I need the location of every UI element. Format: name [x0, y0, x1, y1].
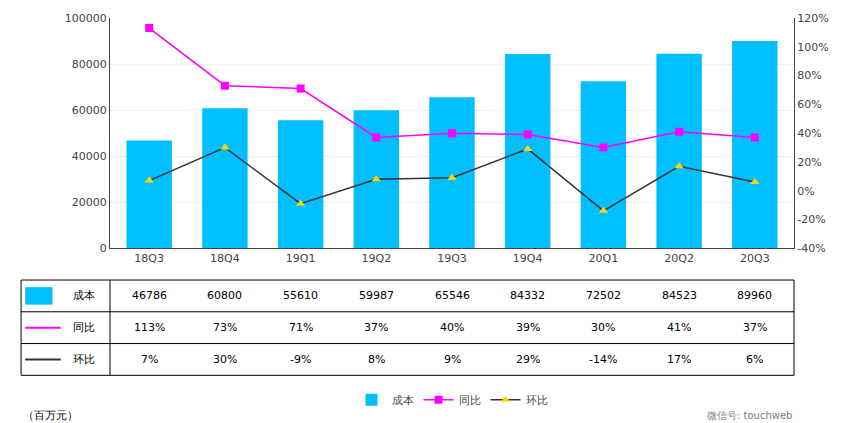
svg-text:72502: 72502 — [586, 289, 621, 302]
svg-text:19Q2: 19Q2 — [361, 252, 391, 265]
svg-text:40%: 40% — [797, 127, 821, 140]
svg-text:46786: 46786 — [132, 289, 167, 302]
svg-text:113%: 113% — [134, 321, 165, 334]
svg-text:39%: 39% — [516, 321, 540, 334]
svg-text:20000: 20000 — [72, 196, 107, 209]
svg-text:65546: 65546 — [435, 289, 470, 302]
svg-text:环比: 环比 — [526, 394, 548, 407]
svg-text:0: 0 — [100, 242, 107, 255]
svg-text:80000: 80000 — [72, 58, 107, 71]
svg-text:30%: 30% — [213, 353, 237, 366]
svg-text:20Q3: 20Q3 — [740, 252, 770, 265]
svg-text:17%: 17% — [667, 353, 691, 366]
svg-text:0%: 0% — [797, 185, 814, 198]
svg-text:成本: 成本 — [73, 289, 95, 302]
svg-text:8%: 8% — [368, 353, 385, 366]
svg-text:-20%: -20% — [797, 213, 825, 226]
svg-text:30%: 30% — [591, 321, 615, 334]
svg-text:成本: 成本 — [392, 394, 414, 407]
svg-text:71%: 71% — [289, 321, 313, 334]
svg-text:20Q1: 20Q1 — [589, 252, 619, 265]
svg-text:84523: 84523 — [662, 289, 697, 302]
svg-text:59987: 59987 — [359, 289, 394, 302]
svg-text:120%: 120% — [797, 12, 828, 25]
svg-text:19Q4: 19Q4 — [513, 252, 543, 265]
svg-text:84332: 84332 — [510, 289, 545, 302]
svg-text:6%: 6% — [746, 353, 763, 366]
svg-text:40%: 40% — [440, 321, 464, 334]
svg-text:19Q3: 19Q3 — [437, 252, 467, 265]
svg-text:100000: 100000 — [65, 12, 107, 25]
svg-text:-14%: -14% — [589, 353, 617, 366]
svg-text:18Q3: 18Q3 — [134, 252, 164, 265]
svg-text:同比: 同比 — [459, 394, 481, 407]
svg-text:80%: 80% — [797, 69, 821, 82]
svg-text:55610: 55610 — [283, 289, 318, 302]
svg-text:20%: 20% — [797, 156, 821, 169]
svg-text:7%: 7% — [141, 353, 158, 366]
svg-text:100%: 100% — [797, 41, 828, 54]
svg-text:（百万元）: （百万元） — [23, 409, 78, 422]
svg-text:60800: 60800 — [207, 289, 242, 302]
svg-text:环比: 环比 — [73, 353, 95, 366]
svg-text:60000: 60000 — [72, 104, 107, 117]
svg-text:89960: 89960 — [737, 289, 772, 302]
svg-text:同比: 同比 — [73, 321, 95, 334]
svg-text:-40%: -40% — [797, 242, 825, 255]
svg-text:60%: 60% — [797, 98, 821, 111]
svg-text:-9%: -9% — [290, 353, 311, 366]
svg-text:18Q4: 18Q4 — [210, 252, 240, 265]
svg-text:20Q2: 20Q2 — [664, 252, 694, 265]
svg-text:41%: 41% — [667, 321, 691, 334]
svg-text:73%: 73% — [213, 321, 237, 334]
svg-text:9%: 9% — [444, 353, 461, 366]
svg-text:37%: 37% — [743, 321, 767, 334]
svg-text:37%: 37% — [364, 321, 388, 334]
svg-text:微信号: touchweb: 微信号: touchweb — [707, 410, 792, 421]
svg-text:40000: 40000 — [72, 150, 107, 163]
svg-text:29%: 29% — [516, 353, 540, 366]
svg-text:19Q1: 19Q1 — [286, 252, 316, 265]
